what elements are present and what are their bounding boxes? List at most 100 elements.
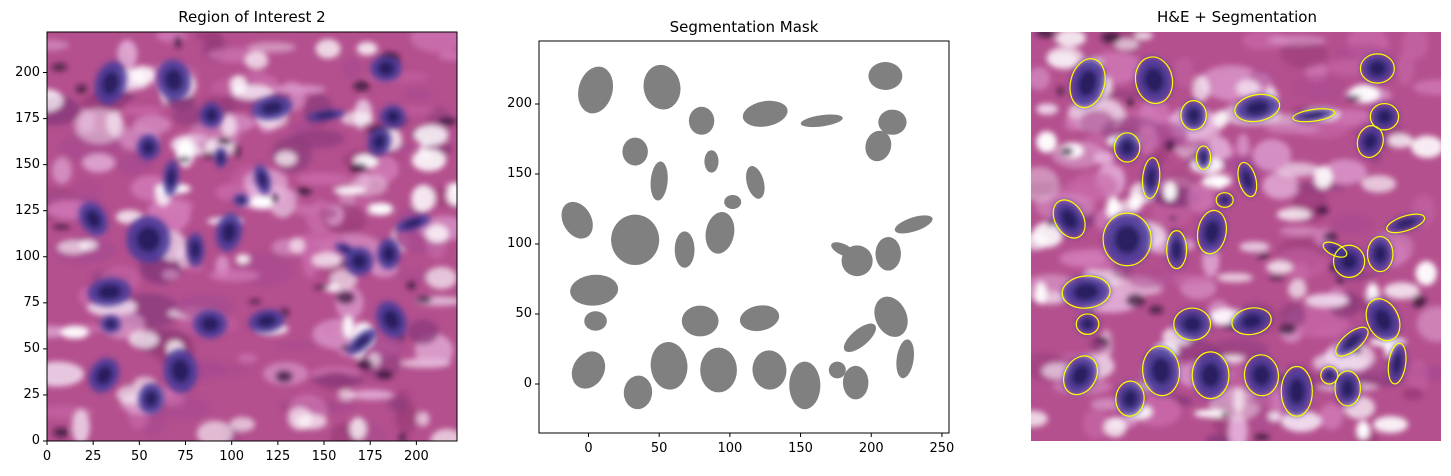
- mask-nucleus: [611, 214, 660, 265]
- mask-xtick-label: 200: [858, 441, 884, 456]
- mask-ytick-label: 100: [507, 236, 532, 251]
- roi-ytick-label: 75: [23, 294, 40, 310]
- mask-nucleus: [875, 237, 901, 271]
- mask-nucleus: [578, 66, 614, 114]
- roi-xtick-label: 25: [84, 449, 102, 464]
- mask-xtick-label: 100: [717, 441, 743, 456]
- roi-xtick-label: 100: [219, 449, 245, 464]
- panel-title-overlay: H&E + Segmentation: [1157, 8, 1317, 26]
- mask-xtick-label: 250: [929, 441, 955, 456]
- nucleus-contour: [1292, 108, 1336, 123]
- nucleus-contour: [1113, 132, 1141, 163]
- mask-nucleus: [643, 64, 681, 110]
- nucleus-contour: [1359, 53, 1395, 84]
- nucleus-contour: [1061, 275, 1111, 309]
- nucleus-contour: [1280, 365, 1313, 417]
- nucleus-contour: [1237, 161, 1258, 198]
- mask-nucleus: [674, 231, 695, 268]
- mask-nucleus: [650, 161, 668, 201]
- mask-nucleus: [842, 365, 869, 400]
- mask-ytick-label: 200: [507, 96, 532, 111]
- nucleus-contour: [1052, 199, 1086, 239]
- nucleus-contour: [1366, 235, 1394, 273]
- mask-nucleus: [700, 347, 737, 393]
- nucleus-contour: [1180, 100, 1207, 131]
- mask-nucleus: [865, 130, 892, 162]
- roi-ytick-label: 25: [23, 386, 40, 402]
- mask-nucleus: [688, 106, 715, 135]
- nucleus-contour: [1387, 342, 1407, 385]
- nucleus-contour: [1243, 354, 1280, 397]
- panel-title-roi: Region of Interest 2: [178, 8, 326, 26]
- roi-xtick-label: 200: [403, 449, 429, 464]
- nucleus-contour: [1335, 326, 1369, 357]
- mask-nucleus: [739, 305, 780, 332]
- mask-nucleus: [571, 351, 606, 389]
- mask-nucleus: [874, 296, 908, 337]
- mask-xtick-label: 0: [584, 441, 593, 456]
- mask-nucleus: [704, 150, 719, 173]
- nucleus-contour: [1102, 212, 1152, 267]
- nucleus-contour: [1369, 102, 1400, 131]
- nucleus-contour: [1141, 157, 1161, 200]
- nucleus-contour: [1365, 298, 1401, 342]
- nucleus-contour: [1196, 209, 1227, 255]
- nucleus-contour: [1069, 58, 1106, 109]
- mask-nucleus: [843, 323, 877, 353]
- mask-xtick-label: 50: [650, 441, 668, 456]
- mask-nucleus: [746, 166, 765, 199]
- mask-nucleus: [705, 211, 735, 254]
- roi-ytick-label: 100: [15, 248, 40, 264]
- nucleus-contour: [1386, 213, 1426, 234]
- mask-xtick-label: 150: [788, 441, 813, 456]
- roi-xtick-label: 0: [42, 449, 52, 464]
- mask-ytick-label: 50: [515, 306, 532, 321]
- nucleus-contour: [1322, 241, 1348, 258]
- roi-xtick-label: 150: [311, 449, 337, 464]
- nucleus-contour: [1334, 370, 1362, 407]
- mask-nucleus: [878, 109, 907, 135]
- mask-nucleus: [622, 137, 648, 166]
- mask-nucleus: [570, 274, 619, 306]
- mask-nucleus: [896, 339, 915, 379]
- mask-nucleus: [789, 361, 821, 410]
- nucleus-contour: [1320, 365, 1339, 385]
- nucleus-contour: [1234, 93, 1281, 123]
- mask-nucleus: [841, 245, 873, 277]
- nucleus-contour: [1332, 244, 1366, 279]
- nucleus-contour: [1142, 345, 1181, 397]
- mask-ytick-label: 0: [523, 376, 532, 391]
- nucleus-contour: [1173, 307, 1212, 341]
- roi-ytick-label: 175: [15, 110, 40, 126]
- nucleus-contour: [1062, 355, 1098, 396]
- mask-nucleus: [681, 305, 719, 337]
- mask-nucleus: [752, 350, 787, 390]
- mask-nucleus: [800, 114, 843, 128]
- mask-nucleus: [894, 215, 933, 234]
- roi-ytick-label: 125: [15, 202, 40, 218]
- mask-nucleus: [742, 100, 788, 127]
- roi-xtick-label: 175: [357, 449, 383, 464]
- mask-nucleus: [724, 195, 742, 209]
- roi-xtick-label: 50: [131, 449, 148, 464]
- nucleus-contour: [1134, 56, 1174, 105]
- roi-ytick-label: 50: [23, 340, 40, 356]
- nucleus-contour: [1115, 380, 1145, 417]
- mask-nucleus: [650, 342, 688, 390]
- nucleus-contour: [1195, 145, 1212, 170]
- nucleus-contour: [1215, 192, 1234, 208]
- roi-xtick-label: 75: [177, 449, 194, 464]
- nucleus-contour: [1191, 351, 1230, 400]
- nucleus-contour: [1356, 125, 1384, 159]
- mask-ytick-label: 150: [507, 166, 532, 181]
- mask-nucleus: [561, 201, 593, 239]
- roi-ytick-label: 0: [31, 433, 40, 448]
- mask-nucleus: [868, 62, 903, 90]
- panel-title-mask: Segmentation Mask: [669, 18, 819, 36]
- nucleus-contour: [1231, 307, 1272, 336]
- nucleus-contour: [1166, 230, 1188, 270]
- roi-xtick-label: 125: [265, 449, 291, 464]
